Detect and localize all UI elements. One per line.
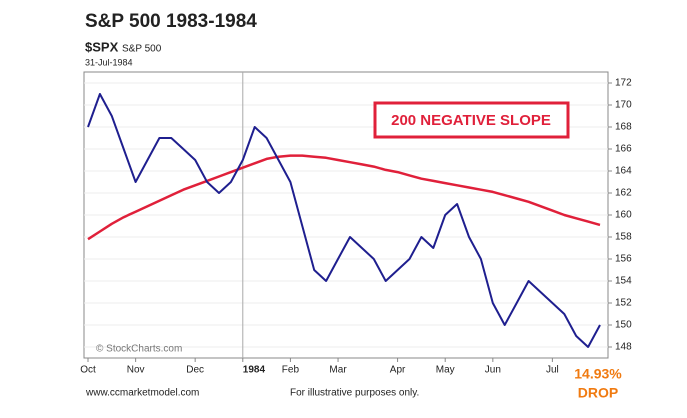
x-tick-label: Nov bbox=[127, 365, 145, 376]
watermark: © StockCharts.com bbox=[96, 344, 182, 355]
y-tick-label: 152 bbox=[615, 298, 632, 309]
y-tick-label: 154 bbox=[615, 276, 632, 287]
plot: 148 150 152 154 156 158 160 162 164 166 168 170 172 O… bbox=[80, 72, 632, 376]
y-tick-label: 170 bbox=[615, 100, 632, 111]
series-line bbox=[87, 154, 601, 241]
annotation: 200 NEGATIVE SLOPE bbox=[391, 112, 551, 129]
y-tick-label: 166 bbox=[615, 144, 632, 155]
y-tick-label: 168 bbox=[615, 122, 632, 133]
y-tick-label: 162 bbox=[615, 188, 632, 199]
y-tick-label: 156 bbox=[615, 254, 632, 265]
annotation-box bbox=[373, 101, 570, 139]
x-tick-label: May bbox=[436, 365, 455, 376]
symbol-name: S&P 500 bbox=[122, 44, 162, 55]
x-tick-label: Jun bbox=[485, 365, 501, 376]
drop-label: DROP bbox=[578, 385, 618, 401]
x-tick-label: Jul bbox=[546, 365, 559, 376]
x-tick-label: Mar bbox=[329, 365, 347, 376]
x-tick-label: Feb bbox=[282, 365, 300, 376]
date: 31-Jul-1984 bbox=[85, 57, 133, 67]
series-line bbox=[87, 93, 601, 348]
y-tick-label: 150 bbox=[615, 320, 632, 331]
symbol: $SPX bbox=[85, 39, 119, 54]
footer-left: www.ccmarketmodel.com bbox=[85, 388, 199, 399]
y-tick-label: 148 bbox=[615, 342, 632, 353]
x-tick-label: Oct bbox=[80, 365, 96, 376]
x-tick-label: Dec bbox=[186, 365, 204, 376]
chart-title: S&P 500 1983-1984 bbox=[85, 11, 257, 32]
drop-value: 14.93% bbox=[574, 366, 622, 382]
x-tick-label: 1984 bbox=[243, 365, 266, 376]
y-tick-label: 172 bbox=[615, 78, 632, 89]
y-tick-label: 164 bbox=[615, 166, 632, 177]
y-tick-label: 158 bbox=[615, 232, 632, 243]
footer-center: For illustrative purposes only. bbox=[290, 388, 419, 399]
y-tick-label: 160 bbox=[615, 210, 632, 221]
x-tick-label: Apr bbox=[390, 365, 406, 376]
